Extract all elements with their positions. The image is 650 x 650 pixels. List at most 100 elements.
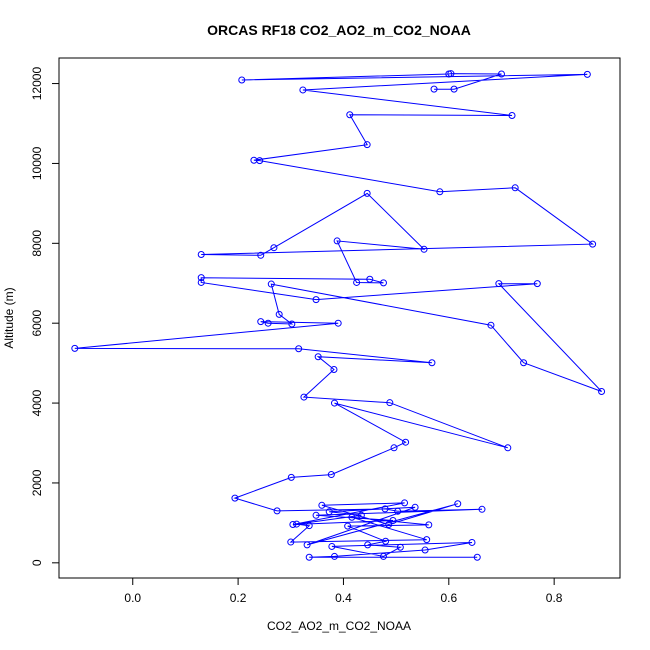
data-point	[333, 237, 341, 245]
data-point	[303, 541, 311, 549]
data-point	[346, 111, 354, 119]
y-tick-label: 6000	[30, 310, 44, 337]
data-point	[363, 141, 371, 149]
data-point	[454, 500, 462, 508]
data-point	[330, 552, 338, 560]
data-point	[257, 318, 265, 326]
series-layer	[71, 70, 606, 561]
data-point	[363, 189, 371, 197]
data-point	[364, 541, 372, 549]
data-point	[478, 505, 486, 513]
data-point	[348, 513, 356, 521]
data-point	[299, 86, 307, 94]
y-tick-label: 4000	[30, 389, 44, 416]
data-point	[390, 444, 398, 452]
data-point	[379, 279, 387, 287]
data-point	[421, 546, 429, 554]
data-point	[504, 444, 512, 452]
data-point	[396, 543, 404, 551]
data-point	[385, 520, 393, 528]
data-point	[289, 520, 297, 528]
y-tick-label: 0	[30, 559, 44, 566]
y-tick-label: 8000	[30, 230, 44, 257]
data-point	[533, 280, 541, 288]
data-point	[583, 70, 591, 78]
data-point	[353, 278, 361, 286]
data-point	[386, 399, 394, 407]
data-point	[267, 280, 275, 288]
data-point	[287, 473, 295, 481]
data-point	[430, 85, 438, 93]
y-axis-label: Altitude (m)	[2, 287, 16, 348]
data-point	[312, 296, 320, 304]
data-point	[487, 321, 495, 329]
y-axis: 0 2000 4000 6000 8000 10000 12000	[30, 67, 60, 566]
x-tick-label: 0.4	[335, 591, 352, 605]
data-point	[330, 366, 338, 374]
data-point	[288, 320, 296, 328]
data-point	[330, 399, 338, 407]
data-point	[450, 85, 458, 93]
x-tick-label: 0.8	[546, 591, 563, 605]
series-line	[74, 73, 602, 558]
data-point	[497, 70, 505, 78]
data-point	[318, 501, 326, 509]
data-point	[264, 319, 272, 327]
y-tick-label: 12000	[30, 67, 44, 101]
data-point	[275, 310, 283, 318]
data-point	[325, 508, 333, 516]
y-tick-label: 2000	[30, 469, 44, 496]
data-point	[197, 250, 205, 258]
data-point	[411, 503, 419, 511]
data-point	[238, 76, 246, 84]
data-point	[295, 345, 303, 353]
data-point	[312, 511, 320, 519]
data-point	[473, 553, 481, 561]
data-point	[589, 240, 597, 248]
data-point	[423, 536, 431, 544]
data-point	[328, 542, 336, 550]
data-point	[231, 494, 239, 502]
data-point	[511, 184, 519, 192]
data-point	[300, 393, 308, 401]
data-point	[508, 112, 516, 120]
x-tick-label: 0.6	[440, 591, 457, 605]
y-tick-label: 10000	[30, 146, 44, 180]
data-point	[394, 507, 402, 515]
data-point	[287, 538, 295, 546]
data-point	[389, 516, 397, 524]
data-point	[381, 505, 389, 513]
data-point	[401, 499, 409, 507]
data-point	[598, 387, 606, 395]
data-point	[293, 520, 301, 528]
data-point	[366, 275, 374, 283]
data-point	[71, 344, 79, 352]
data-point	[197, 278, 205, 286]
data-point	[305, 522, 313, 530]
x-axis: 0.0 0.2 0.4 0.6 0.8	[124, 577, 563, 605]
data-point	[305, 553, 313, 561]
data-point	[447, 70, 455, 78]
data-point	[495, 280, 503, 288]
data-point	[402, 438, 410, 446]
x-tick-label: 0.2	[230, 591, 247, 605]
data-point	[334, 319, 342, 327]
data-point	[425, 521, 433, 529]
data-point	[420, 245, 428, 253]
chart-title: ORCAS RF18 CO2_AO2_m_CO2_NOAA	[207, 22, 471, 38]
data-point	[197, 274, 205, 282]
data-point	[520, 359, 528, 367]
data-point	[468, 538, 476, 546]
data-point	[379, 552, 387, 560]
data-point	[436, 188, 444, 196]
plot-frame	[58, 57, 621, 579]
data-point	[273, 507, 281, 515]
data-point	[250, 156, 258, 164]
x-tick-label: 0.0	[124, 591, 141, 605]
data-point	[270, 244, 278, 252]
data-point	[382, 537, 390, 545]
data-point	[257, 251, 265, 259]
x-axis-label: CO2_AO2_m_CO2_NOAA	[267, 619, 411, 633]
data-point	[357, 511, 365, 519]
